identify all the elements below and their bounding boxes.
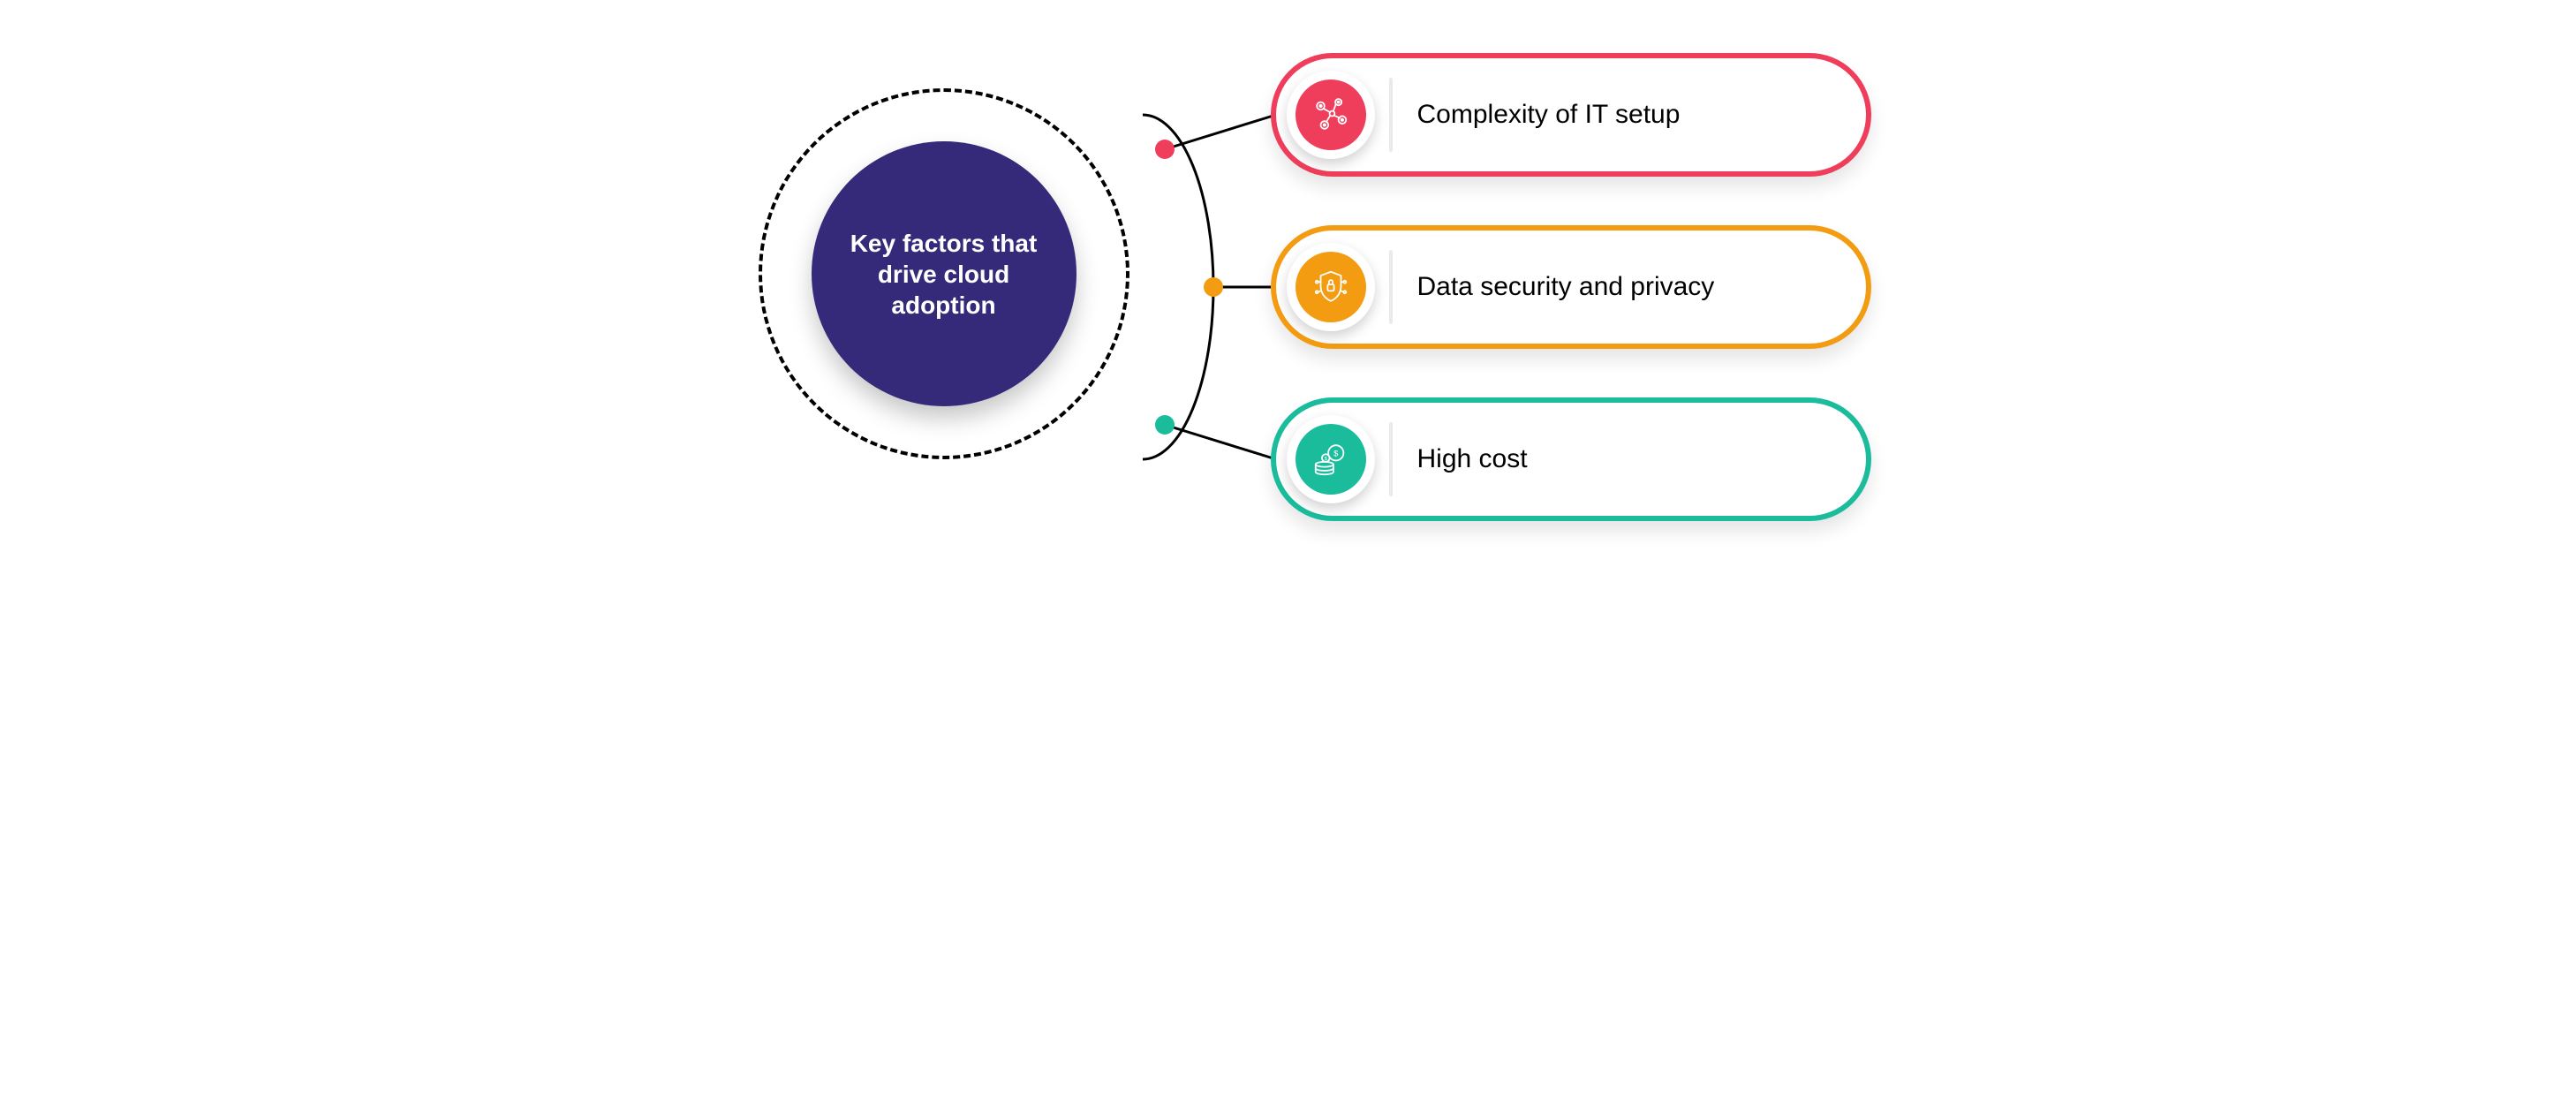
factor-label: High cost bbox=[1417, 444, 1528, 474]
connector-dot bbox=[1155, 140, 1175, 159]
center-title: Key factors that drive cloud adoption bbox=[838, 228, 1050, 321]
network-icon bbox=[1296, 79, 1366, 150]
pill-divider bbox=[1389, 78, 1393, 152]
svg-text:$: $ bbox=[1333, 449, 1339, 457]
center-node: Key factors that drive cloud adoption bbox=[759, 88, 1129, 459]
factor-label: Data security and privacy bbox=[1417, 272, 1715, 302]
diagram-stage: Key factors that drive cloud adoption bbox=[600, 0, 1977, 592]
center-circle: Key factors that drive cloud adoption bbox=[812, 141, 1076, 406]
factor-pill: $ $ High cost bbox=[1271, 397, 1871, 521]
pill-divider bbox=[1389, 250, 1393, 324]
shield-icon bbox=[1296, 252, 1366, 322]
connector-dot bbox=[1204, 277, 1223, 297]
icon-badge bbox=[1287, 243, 1375, 331]
factor-pill: Data security and privacy bbox=[1271, 225, 1871, 349]
factor-label: Complexity of IT setup bbox=[1417, 100, 1681, 130]
factor-pill: Complexity of IT setup bbox=[1271, 53, 1871, 177]
icon-badge: $ $ bbox=[1287, 415, 1375, 503]
pill-divider bbox=[1389, 422, 1393, 496]
icon-badge bbox=[1287, 71, 1375, 159]
connector-dot bbox=[1155, 415, 1175, 435]
money-icon: $ $ bbox=[1296, 424, 1366, 495]
